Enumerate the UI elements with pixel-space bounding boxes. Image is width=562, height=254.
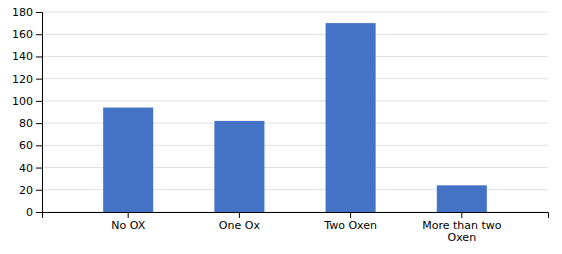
bars — [103, 23, 487, 212]
grid-line — [42, 34, 548, 35]
x-tick-mark — [239, 212, 240, 218]
x-tick-label: More than twoOxen — [422, 219, 502, 244]
y-tick-mark — [36, 190, 42, 191]
grid-line — [42, 12, 548, 13]
y-tick: 140 — [12, 50, 42, 63]
grid-line — [42, 56, 548, 57]
y-tick-mark — [36, 145, 42, 146]
y-tick: 100 — [12, 95, 42, 108]
bar — [214, 121, 264, 212]
x-tick: Two Oxen — [323, 212, 377, 232]
grid — [42, 12, 548, 212]
y-tick-label: 20 — [19, 184, 33, 197]
y-tick: 80 — [19, 117, 42, 130]
grid-line — [42, 100, 548, 101]
bar — [437, 185, 487, 212]
y-axis: 0 20 40 60 80 100 120 140 160 180 — [12, 6, 43, 219]
grid-line — [42, 78, 548, 79]
x-tick: No OX — [111, 212, 145, 232]
x-tick-label: One Ox — [219, 219, 261, 232]
chart: 0 20 40 60 80 100 120 140 160 180 No OX One Ox Two O… — [0, 0, 562, 254]
y-tick-mark — [36, 34, 42, 35]
x-tick-mark — [461, 212, 462, 218]
y-tick: 40 — [19, 162, 42, 175]
bar — [326, 23, 376, 212]
y-tick: 20 — [19, 184, 42, 197]
x-tick-mark — [350, 212, 351, 218]
y-tick-label: 140 — [12, 50, 33, 63]
y-tick-mark — [36, 79, 42, 80]
x-tick: More than twoOxen — [422, 212, 502, 244]
y-tick: 160 — [12, 28, 42, 41]
y-tick: 180 — [12, 6, 42, 19]
y-tick-label: 60 — [19, 139, 33, 152]
y-tick-mark — [36, 56, 42, 57]
y-tick-mark — [36, 168, 42, 169]
plot: 0 20 40 60 80 100 120 140 160 180 No OX One Ox Two O… — [12, 6, 549, 244]
y-tick-mark — [36, 12, 42, 13]
y-tick-label: 180 — [12, 6, 33, 19]
x-axis-line — [43, 213, 549, 219]
y-tick-mark — [36, 123, 42, 124]
x-tick-label: No OX — [111, 219, 145, 232]
x-tick-label: Two Oxen — [323, 219, 377, 232]
y-tick-label: 100 — [12, 95, 33, 108]
y-tick-label: 80 — [19, 117, 33, 130]
x-axis: No OX One Ox Two Oxen More than twoOxen — [43, 212, 549, 244]
x-tick-mark — [128, 212, 129, 218]
y-tick-label: 40 — [19, 162, 33, 175]
bar — [103, 108, 153, 212]
y-tick-mark — [36, 212, 42, 213]
x-tick: One Ox — [219, 212, 261, 232]
y-tick-label: 120 — [12, 73, 33, 86]
x-tick-label-line: More than two — [422, 219, 502, 232]
y-tick: 0 — [26, 206, 42, 219]
y-tick: 120 — [12, 73, 42, 86]
y-tick: 60 — [19, 139, 42, 152]
y-tick-label: 0 — [26, 206, 33, 219]
y-axis-line — [36, 13, 43, 213]
y-tick-label: 160 — [12, 28, 33, 41]
y-tick-mark — [36, 101, 42, 102]
x-tick-label-line: Oxen — [448, 231, 477, 244]
